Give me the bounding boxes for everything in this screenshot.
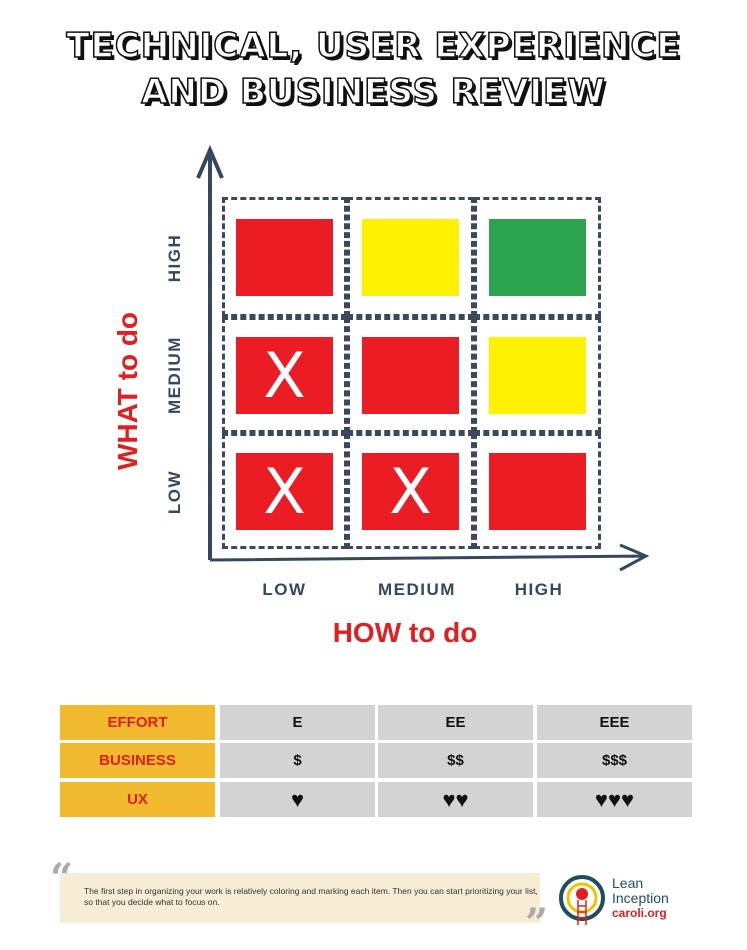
color-square-green: [489, 218, 586, 296]
matrix-cell: [347, 197, 474, 317]
matrix-cell: [347, 433, 474, 549]
matrix-cell: [347, 317, 474, 433]
color-square-red: X: [236, 336, 333, 414]
table-cell: ♥♥: [378, 782, 533, 817]
color-square-red: X: [362, 452, 459, 530]
y-axis-title: WHAT to do: [112, 311, 143, 471]
table-cell: $$: [378, 743, 533, 778]
color-square-red: [362, 336, 459, 414]
title-line-1: TECHNICAL, USER EXPERIENCE: [66, 25, 681, 67]
x-axis-arrow: [209, 543, 650, 572]
title-line-2: AND BUSINESS REVIEW: [140, 71, 606, 113]
lean-inception-logo-icon: [559, 875, 605, 925]
table-cell: EE: [378, 705, 533, 740]
quote-text: The first step in organizing your work i…: [84, 886, 538, 907]
x-label-low: LOW: [262, 580, 307, 599]
y-label-low: LOW: [165, 469, 184, 515]
table-row-header: UX: [60, 782, 215, 817]
logo-line-1: Lean: [612, 875, 644, 891]
color-square-yellow: [362, 218, 459, 296]
axes: [196, 144, 650, 572]
y-label-medium: MEDIUM: [165, 336, 184, 414]
table-cell: ♥: [220, 782, 375, 817]
x-label-medium: MEDIUM: [378, 580, 456, 599]
y-axis-arrow: [196, 144, 224, 560]
color-square-red: [236, 218, 333, 296]
table-cell: $$$: [537, 743, 692, 778]
table-cell: EEE: [537, 705, 692, 740]
table-row-header: BUSINESS: [60, 743, 215, 778]
matrix-cell: [222, 197, 347, 317]
logo-line-2: Inception: [612, 890, 669, 906]
matrix-cell: [474, 317, 601, 433]
table-cell: $: [220, 743, 375, 778]
table-cell: ♥♥♥: [537, 782, 692, 817]
matrix-cell: [474, 433, 601, 549]
x-axis-title: HOW to do: [332, 617, 478, 648]
table-row-header: EFFORT: [60, 705, 215, 740]
x-label-high: HIGH: [514, 580, 564, 599]
table-cell: E: [220, 705, 375, 740]
quote-box: The first step in organizing your work i…: [60, 873, 540, 923]
matrix-cell: [222, 433, 347, 549]
matrix-cell: [222, 317, 347, 433]
logo-line-3: caroli.org: [612, 906, 667, 920]
color-square-red: [489, 452, 586, 530]
close-quote-mark: ”: [525, 900, 549, 947]
color-square-red: X: [236, 452, 333, 530]
y-label-high: HIGH: [165, 233, 184, 283]
color-square-yellow: [489, 336, 586, 414]
matrix-cell: [474, 197, 601, 317]
logo-text: Lean Inception caroli.org: [612, 876, 669, 921]
